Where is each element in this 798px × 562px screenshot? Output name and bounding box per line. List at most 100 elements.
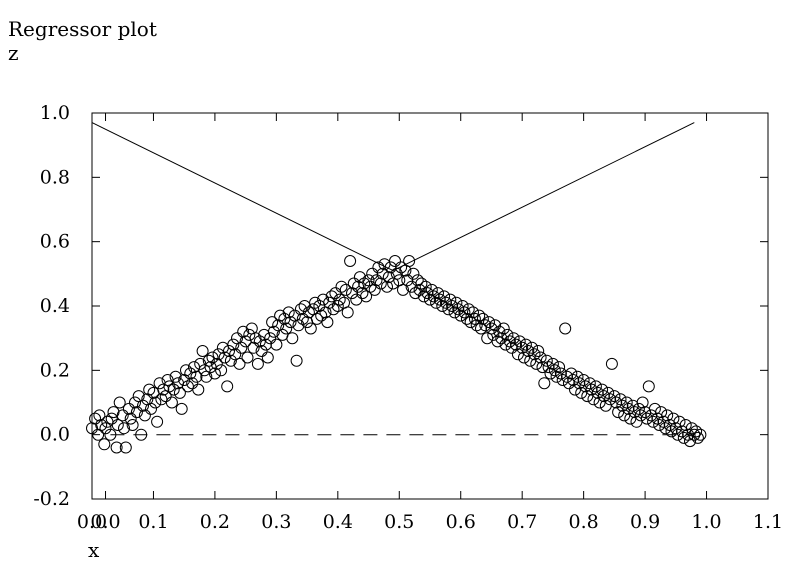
data-point xyxy=(458,306,471,319)
data-point xyxy=(352,280,365,293)
data-point xyxy=(614,393,627,406)
data-point xyxy=(221,380,234,393)
data-point xyxy=(335,280,348,293)
data-point xyxy=(688,428,701,441)
data-point xyxy=(389,255,401,267)
data-point xyxy=(591,386,604,399)
data-point xyxy=(208,367,221,380)
data-point xyxy=(522,345,535,357)
data-point xyxy=(138,409,151,422)
data-point xyxy=(384,261,397,274)
x-tick-label: 0.1 xyxy=(138,511,168,533)
data-point xyxy=(530,357,543,370)
data-point xyxy=(417,290,430,303)
data-point xyxy=(264,332,277,345)
data-point xyxy=(360,290,373,303)
data-point xyxy=(223,345,235,357)
data-point xyxy=(438,290,451,303)
data-point xyxy=(368,283,381,296)
data-point xyxy=(454,309,467,322)
data-point xyxy=(163,380,176,393)
data-point xyxy=(559,322,572,335)
data-point xyxy=(358,277,371,290)
data-point xyxy=(513,335,526,348)
data-point xyxy=(294,303,307,316)
data-point xyxy=(691,431,704,444)
data-point xyxy=(145,402,157,415)
data-point xyxy=(93,409,106,422)
data-point xyxy=(113,396,126,409)
data-point xyxy=(184,367,197,380)
data-point xyxy=(684,435,696,448)
data-point xyxy=(331,300,344,312)
data-point xyxy=(499,338,512,351)
data-point xyxy=(255,345,268,357)
x-tick-label: 1.0 xyxy=(691,511,721,533)
data-point xyxy=(192,383,205,396)
data-point xyxy=(497,322,510,335)
data-point xyxy=(507,332,520,345)
data-point xyxy=(173,386,186,399)
data-point xyxy=(247,341,260,354)
data-point xyxy=(468,312,481,325)
data-point xyxy=(347,277,360,290)
data-point xyxy=(321,316,334,329)
data-point xyxy=(452,303,465,316)
data-point xyxy=(381,280,393,293)
data-point xyxy=(126,419,139,431)
data-point xyxy=(630,415,643,428)
data-point xyxy=(602,386,615,399)
y-tick-label: -0.2 xyxy=(33,488,70,510)
scatter-points xyxy=(86,255,707,454)
data-point xyxy=(356,287,369,300)
data-point xyxy=(267,325,280,338)
data-point xyxy=(119,441,132,454)
data-point xyxy=(206,351,219,364)
data-point xyxy=(534,351,547,364)
data-point xyxy=(448,306,461,319)
data-point xyxy=(129,396,141,409)
y-tick-labels: 1.0 0.8 0.6 0.4 0.2 0.0 -0.2 xyxy=(33,102,70,510)
data-point xyxy=(571,370,584,383)
data-point xyxy=(673,415,686,428)
data-point xyxy=(519,338,532,351)
data-point xyxy=(403,255,416,267)
data-point xyxy=(562,377,575,390)
data-point xyxy=(249,332,262,345)
data-point xyxy=(95,419,108,431)
x-tick-label: 1.1 xyxy=(753,511,783,533)
data-point xyxy=(339,283,352,296)
data-point xyxy=(554,367,567,380)
data-point xyxy=(444,293,457,306)
data-point xyxy=(224,354,237,367)
data-point xyxy=(286,332,299,345)
data-point xyxy=(419,280,432,293)
data-point xyxy=(467,306,479,319)
data-point xyxy=(553,361,566,374)
data-point xyxy=(233,357,246,370)
data-point xyxy=(415,277,428,290)
data-point xyxy=(661,409,674,422)
data-point xyxy=(204,361,217,374)
data-point xyxy=(464,316,477,329)
data-point xyxy=(302,306,315,319)
data-point xyxy=(200,370,213,383)
data-point xyxy=(567,374,580,386)
data-point xyxy=(261,351,274,364)
data-point xyxy=(589,380,602,393)
data-point xyxy=(476,312,489,325)
data-point xyxy=(315,309,328,322)
data-point xyxy=(362,274,375,287)
regressor-line xyxy=(91,122,695,272)
data-point xyxy=(569,383,581,396)
data-point xyxy=(430,296,443,309)
y-tick-label: 0.4 xyxy=(40,295,70,317)
data-point xyxy=(655,406,668,419)
data-point xyxy=(503,335,516,348)
data-point xyxy=(659,422,672,435)
data-point xyxy=(111,419,124,431)
data-point xyxy=(105,412,118,425)
data-point xyxy=(599,399,612,412)
data-point xyxy=(227,338,240,351)
x-tick-label: 0.8 xyxy=(569,511,599,533)
